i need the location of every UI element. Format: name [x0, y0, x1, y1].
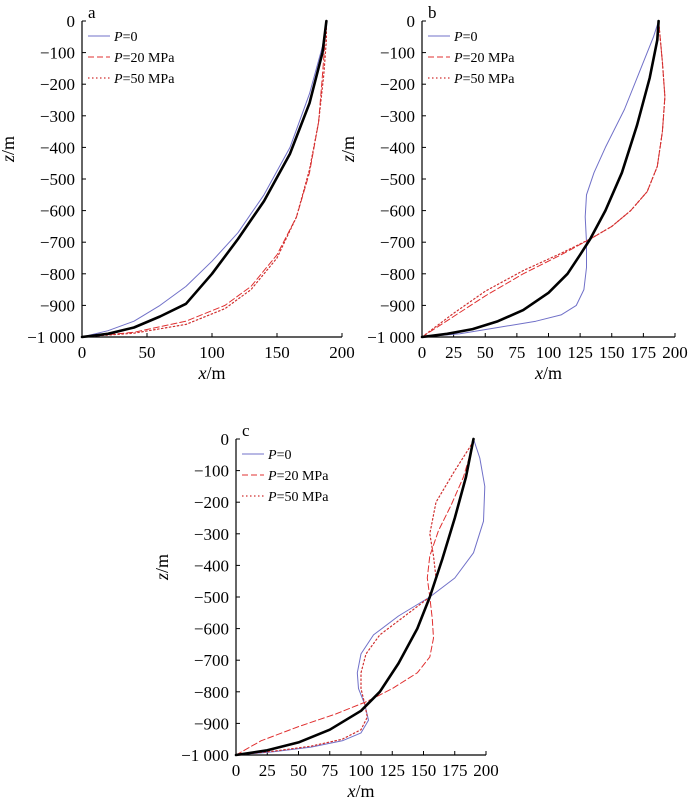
y-tick-label: −900: [380, 296, 415, 315]
legend-label: P=50 MPa: [113, 72, 175, 87]
x-tick-label: 75: [508, 343, 525, 362]
series-line-p-20-mpa: [81, 20, 327, 338]
y-tick-label: −900: [194, 714, 229, 733]
legend-label: P=0: [267, 448, 291, 463]
panel-letter: b: [428, 3, 437, 22]
x-tick-label: 200: [662, 343, 688, 362]
y-tick-label: −100: [380, 44, 415, 63]
x-tick-label: 200: [329, 343, 355, 362]
x-tick-label: 100: [199, 343, 225, 362]
x-tick-label: 50: [477, 343, 494, 362]
y-tick-label: −100: [40, 44, 75, 63]
y-axis-label: z/m: [338, 136, 358, 163]
x-tick-label: 150: [264, 343, 290, 362]
y-axis-label: z/m: [0, 136, 18, 163]
legend-label: P=50 MPa: [267, 490, 329, 505]
y-tick-label: −300: [40, 107, 75, 126]
series-line-thick-black: [234, 437, 475, 757]
chart-panel-c: c0−100−200−300−400−500−600−700−800−900−1…: [152, 421, 499, 801]
series-line-p-20-mpa: [421, 20, 666, 338]
y-tick-label: −700: [380, 233, 415, 252]
y-tick-label: −700: [194, 651, 229, 670]
series-line-thick-black: [420, 19, 660, 339]
x-tick-label: 175: [631, 343, 657, 362]
legend-label: P=20 MPa: [453, 51, 515, 66]
y-tick-label: −800: [40, 265, 75, 284]
series-line-p-50-mpa: [235, 438, 475, 756]
x-axis-label: x/m: [534, 363, 562, 383]
y-axis-label: z/m: [152, 554, 172, 581]
y-tick-label: −800: [194, 683, 229, 702]
series-line-p-50-mpa: [81, 20, 327, 338]
x-tick-label: 0: [418, 343, 427, 362]
y-tick-label: −400: [40, 138, 75, 157]
series-line-p-0: [81, 20, 327, 338]
legend-label: P=20 MPa: [267, 469, 329, 484]
y-tick-label: −1 000: [367, 328, 415, 347]
y-tick-label: −700: [40, 233, 75, 252]
x-tick-label: 150: [599, 343, 625, 362]
y-tick-label: −500: [194, 588, 229, 607]
x-tick-label: 0: [78, 343, 87, 362]
x-tick-label: 50: [290, 761, 307, 780]
y-tick-label: 0: [221, 430, 230, 449]
x-tick-label: 100: [536, 343, 562, 362]
y-tick-label: −800: [380, 265, 415, 284]
series-line-thick-black: [80, 19, 328, 339]
y-tick-label: −100: [194, 462, 229, 481]
series-line-p-0: [421, 20, 660, 338]
legend-label: P=50 MPa: [453, 72, 515, 87]
legend-label: P=0: [453, 30, 477, 45]
y-tick-label: −200: [380, 75, 415, 94]
y-tick-label: −200: [40, 75, 75, 94]
y-tick-label: 0: [407, 12, 416, 31]
x-tick-label: 125: [567, 343, 593, 362]
x-tick-label: 75: [321, 761, 338, 780]
series-line-p-20-mpa: [235, 438, 474, 756]
y-tick-label: −500: [380, 170, 415, 189]
x-tick-label: 125: [380, 761, 406, 780]
x-axis-label: x/m: [346, 781, 374, 801]
x-tick-label: 200: [473, 761, 499, 780]
y-tick-label: −200: [194, 493, 229, 512]
y-tick-label: −400: [194, 556, 229, 575]
y-tick-label: −900: [40, 296, 75, 315]
chart-panel-a: a0−100−200−300−400−500−600−700−800−900−1…: [0, 3, 355, 383]
y-tick-label: −1 000: [181, 746, 229, 765]
x-tick-label: 50: [139, 343, 156, 362]
panel-letter: c: [242, 421, 250, 440]
y-tick-label: −500: [40, 170, 75, 189]
series-line-p-50-mpa: [421, 20, 666, 338]
y-tick-label: −600: [194, 620, 229, 639]
x-axis-label: x/m: [197, 363, 225, 383]
y-tick-label: −600: [40, 202, 75, 221]
y-tick-label: −600: [380, 202, 415, 221]
panel-letter: a: [88, 3, 96, 22]
x-tick-label: 100: [348, 761, 374, 780]
x-tick-label: 25: [259, 761, 276, 780]
y-tick-label: −300: [380, 107, 415, 126]
legend-label: P=20 MPa: [113, 51, 175, 66]
x-tick-label: 0: [232, 761, 241, 780]
x-tick-label: 25: [445, 343, 462, 362]
y-tick-label: 0: [67, 12, 76, 31]
y-tick-label: −300: [194, 525, 229, 544]
x-tick-label: 150: [411, 761, 437, 780]
legend-label: P=0: [113, 30, 137, 45]
y-tick-label: −1 000: [27, 328, 75, 347]
chart-panel-b: b0−100−200−300−400−500−600−700−800−900−1…: [338, 3, 688, 383]
y-tick-label: −400: [380, 138, 415, 157]
x-tick-label: 175: [442, 761, 468, 780]
series-line-p-0: [235, 438, 486, 756]
